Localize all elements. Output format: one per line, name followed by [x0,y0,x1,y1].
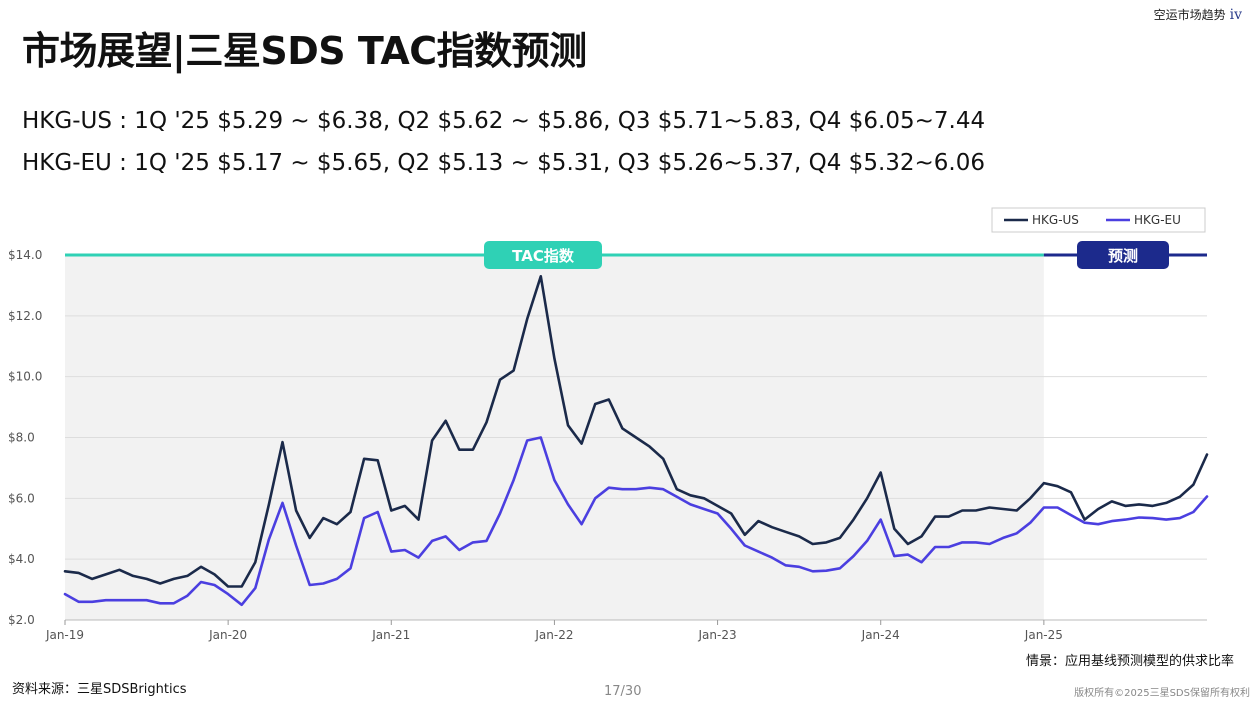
history-banner-label: TAC指数 [512,247,575,265]
y-tick-label: $2.0 [8,613,35,627]
x-tick-label: Jan-25 [1024,628,1063,642]
series-line-hkg-eu [63,436,1209,607]
y-tick-label: $4.0 [8,552,35,566]
forecast-banner [1077,241,1169,269]
x-tick-label: Jan-21 [371,628,410,642]
x-tick-label: Jan-23 [698,628,737,642]
tac-index-chart: $2.0 $4.0 $6.0 $8.0 $10.0 $12.0 $14.0 Jan-19 Jan… [8,207,1209,642]
source-note: 资料来源：三星SDSBrightics [12,682,187,697]
subtitle-hkg-eu: HKG-EU : 1Q '25 $5.17 ~ $5.65, Q2 $5.13 … [22,150,986,176]
brand-logo: 空运市场趋势 iv [1154,6,1242,23]
x-tick-label: Jan-22 [534,628,573,642]
brand-text: 空运市场趋势 [1153,8,1226,22]
x-tick-label: Jan-20 [208,628,247,642]
copyright-note: 版权所有©2025三星SDS保留所有权利 [1074,688,1250,699]
y-tick-label: $6.0 [8,491,35,505]
series-line-hkg-us [63,275,1209,588]
y-tick-label: $8.0 [8,431,35,445]
brand-mark: iv [1229,7,1242,23]
y-tick-label: $10.0 [8,370,42,384]
x-tick-label: Jan-19 [45,628,84,642]
subtitle-hkg-us: HKG-US : 1Q '25 $5.29 ~ $6.38, Q2 $5.62 … [22,108,986,134]
page-title: 市场展望|三星SDS TAC指数预测 [22,29,587,73]
x-tick-label: Jan-24 [861,628,900,642]
scenario-note: 情景：应用基线预测模型的供求比率 [1025,654,1234,669]
legend-label-hkg-us: HKG-US [1032,213,1079,227]
legend-label-hkg-eu: HKG-EU [1134,213,1181,227]
page-number: 17/30 [604,684,642,699]
forecast-banner-label: 预测 [1108,247,1138,265]
history-banner [484,241,602,269]
y-tick-label: $12.0 [8,309,42,323]
y-tick-label: $14.0 [8,248,42,262]
